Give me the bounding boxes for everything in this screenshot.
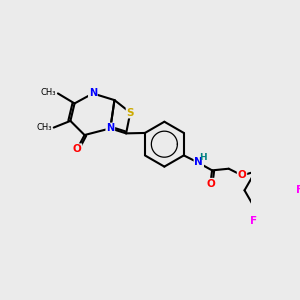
Text: H: H [199, 153, 207, 162]
Text: O: O [73, 144, 81, 154]
Text: CH₃: CH₃ [41, 88, 56, 97]
Text: F: F [296, 185, 300, 195]
Text: N: N [194, 157, 203, 167]
Text: F: F [250, 216, 257, 226]
Text: S: S [127, 108, 134, 118]
Text: N: N [106, 123, 114, 134]
Text: O: O [206, 179, 215, 189]
Text: CH₃: CH₃ [37, 123, 52, 132]
Text: N: N [89, 88, 97, 98]
Text: O: O [238, 170, 246, 180]
